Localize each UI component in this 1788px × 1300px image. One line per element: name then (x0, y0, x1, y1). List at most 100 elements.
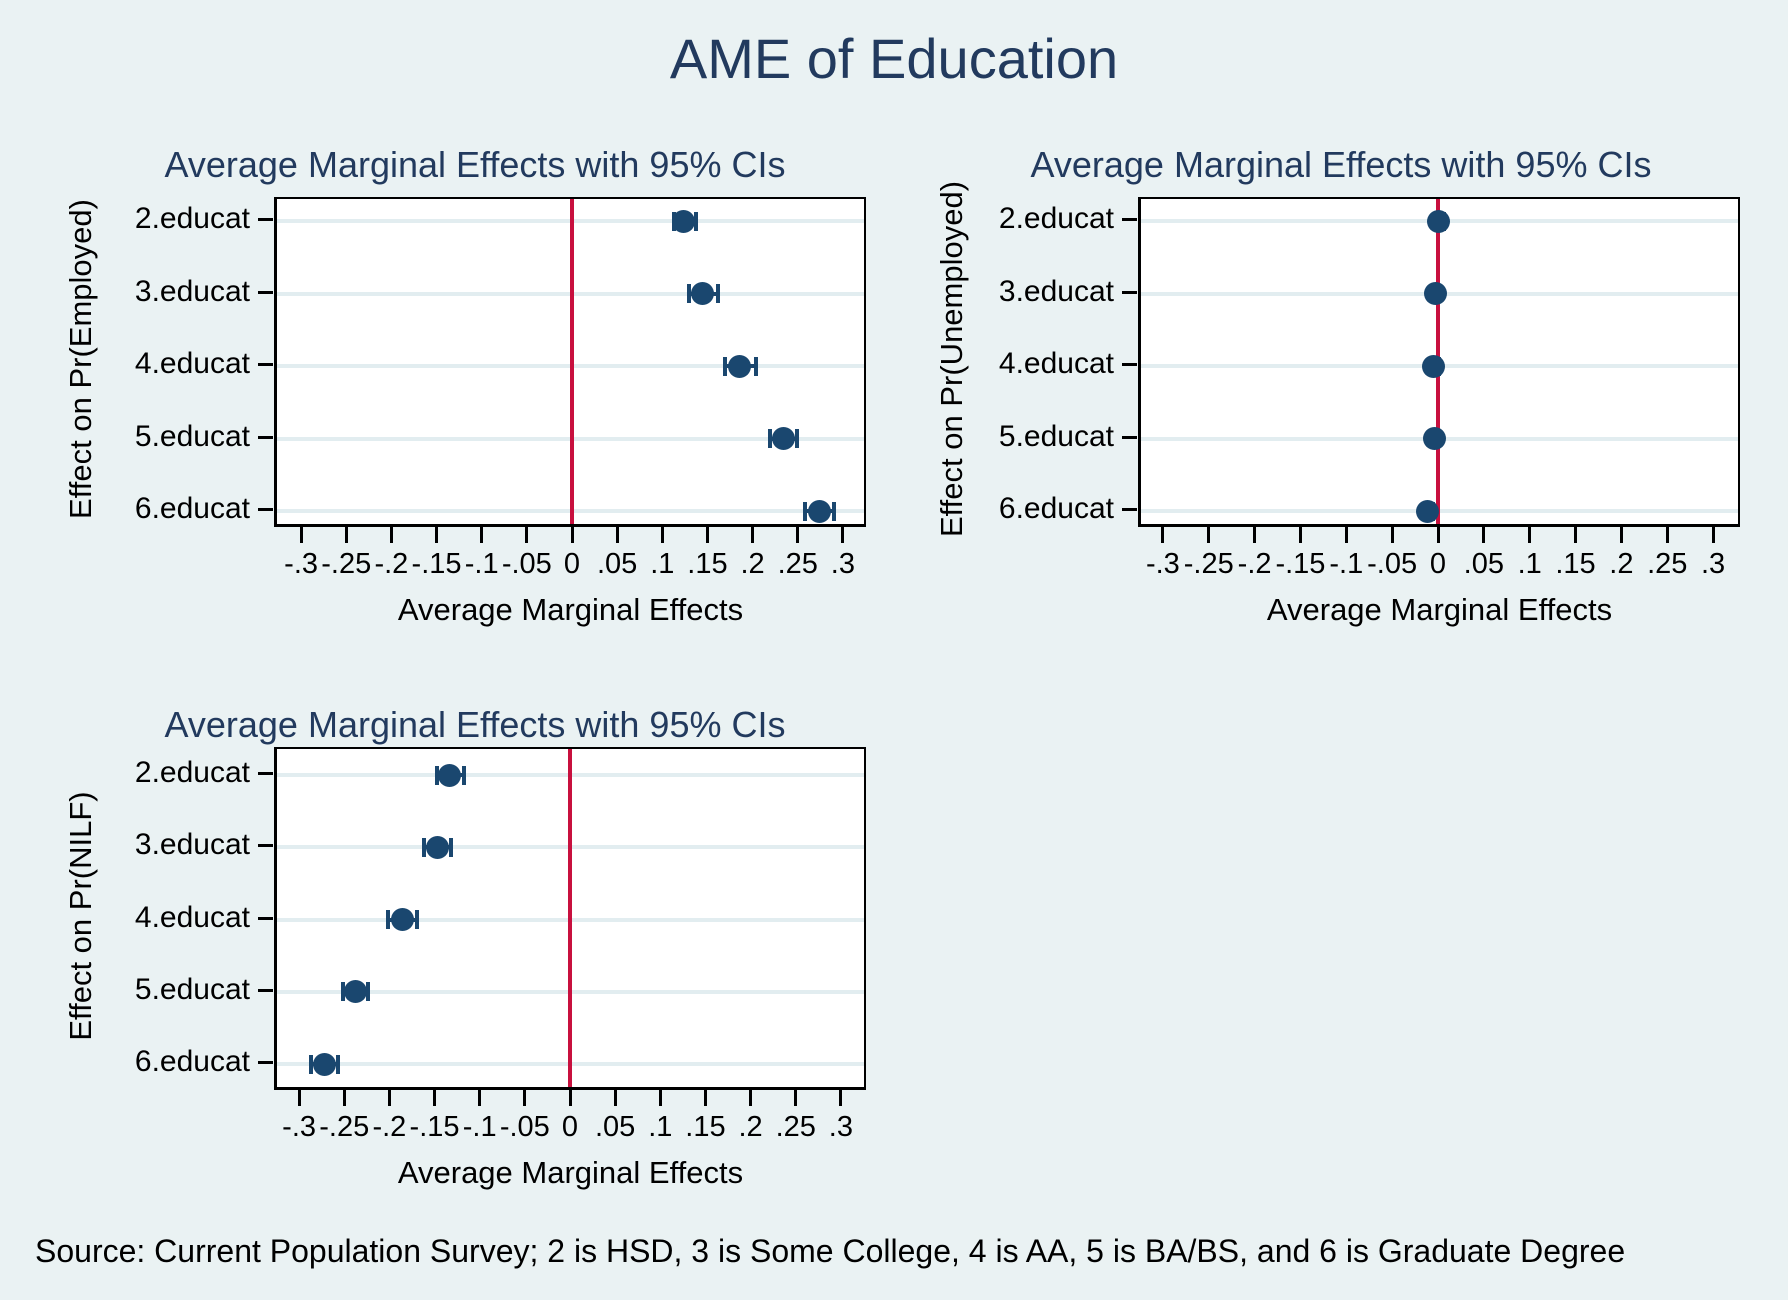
ci-cap-low (723, 356, 728, 376)
x-tick-label: -.15 (411, 548, 462, 580)
x-tick-label: -.25 (319, 1111, 370, 1143)
point-marker (425, 835, 449, 859)
x-tick-label: 0 (1429, 548, 1447, 580)
y-tick (1122, 363, 1137, 366)
x-tick-label: .25 (777, 548, 818, 580)
x-tick-label: .2 (1609, 548, 1634, 580)
x-tick-label: 0 (561, 1111, 579, 1143)
x-tick (615, 527, 619, 543)
x-tick (570, 527, 574, 543)
x-tick (1161, 527, 1165, 543)
point-marker (390, 908, 414, 931)
y-tick-label: 5.educat (134, 972, 250, 1006)
x-tick (841, 527, 845, 543)
y-tick (258, 916, 273, 920)
y-tick-label: 2.educat (134, 756, 250, 789)
x-axis-title: Average Marginal Effects (397, 1155, 744, 1190)
y-tick (1122, 218, 1137, 221)
x-tick-label: .3 (1701, 548, 1726, 580)
x-tick-label: .15 (1555, 548, 1596, 580)
point-marker (728, 354, 752, 378)
plot-area (274, 197, 866, 527)
x-tick (435, 527, 439, 543)
ci-cap-high (715, 284, 720, 303)
x-tick (1711, 527, 1715, 543)
y-tick-label: 2.educat (134, 202, 250, 235)
x-tick-label: .25 (1647, 548, 1688, 580)
x-tick (1344, 527, 1348, 543)
x-tick-label: -.15 (1275, 548, 1326, 580)
y-tick-label: 6.educat (134, 492, 250, 525)
panel-subtitle: Average Marginal Effects with 95% CIs (164, 704, 786, 745)
x-tick-label: -.25 (321, 548, 372, 580)
x-tick (1482, 527, 1486, 543)
ci-cap-low (768, 429, 773, 448)
x-tick-label: .3 (828, 1111, 853, 1143)
point-marker (1422, 427, 1446, 450)
point-marker (1423, 282, 1447, 305)
x-tick-label: .1 (650, 548, 675, 580)
y-tick (258, 218, 273, 221)
x-tick-label: .15 (685, 1111, 726, 1143)
x-tick (1619, 527, 1623, 543)
x-tick-label: -.2 (372, 1111, 407, 1143)
y-tick (258, 1061, 273, 1064)
x-tick (658, 1090, 662, 1106)
x-tick-label: -.05 (501, 548, 552, 580)
x-tick (613, 1090, 617, 1106)
x-tick-label: .2 (740, 548, 765, 580)
y-tick (258, 772, 273, 775)
x-tick-label: .1 (1517, 548, 1542, 580)
x-tick (1574, 527, 1578, 543)
ci-cap-low (309, 1054, 314, 1074)
x-tick (1390, 527, 1394, 543)
point-marker (343, 980, 367, 1004)
x-tick (796, 527, 800, 543)
point-marker (1416, 499, 1440, 523)
panel-subtitle: Average Marginal Effects with 95% CIs (164, 144, 786, 185)
x-tick-label: -.2 (1237, 548, 1272, 580)
y-tick-label: 4.educat (134, 347, 250, 380)
figure-title: AME of Education (669, 27, 1119, 90)
x-tick (1436, 527, 1440, 543)
x-tick (705, 527, 709, 543)
x-tick-label: -.1 (464, 548, 499, 580)
zero-refline (568, 749, 572, 1087)
ci-cap-low (434, 765, 439, 785)
x-axis-title: Average Marginal Effects (1266, 592, 1613, 627)
x-tick (389, 527, 393, 543)
y-tick-label: 3.educat (134, 274, 250, 308)
x-tick-label: .05 (596, 548, 638, 580)
x-tick (387, 1090, 391, 1106)
x-tick-label: -.1 (1329, 548, 1364, 580)
source-note: Source: Current Population Survey; 2 is … (35, 1233, 1626, 1269)
ci-cap-high (694, 211, 699, 231)
point-marker (691, 282, 715, 305)
zero-refline (570, 199, 574, 524)
y-tick (258, 435, 273, 439)
x-tick (749, 1090, 753, 1106)
ci-cap-high (449, 837, 454, 857)
x-tick-label: -.2 (374, 548, 409, 580)
x-tick (299, 527, 303, 543)
x-tick (1207, 527, 1211, 543)
x-tick (660, 527, 664, 543)
x-tick (1528, 527, 1532, 543)
x-tick-label: -.05 (499, 1111, 550, 1143)
x-tick-label: -.05 (1367, 548, 1418, 580)
ci-cap-low (422, 837, 427, 857)
x-tick (523, 1090, 527, 1106)
ci-cap-low (686, 284, 691, 303)
ci-cap-low (386, 910, 391, 929)
plot-area (274, 747, 866, 1090)
y-tick (258, 290, 273, 294)
y-tick-label: 5.educat (998, 419, 1114, 453)
x-tick-label: -.25 (1183, 548, 1234, 580)
x-tick (525, 527, 529, 543)
x-tick (480, 527, 484, 543)
x-tick-label: .2 (738, 1111, 763, 1143)
ci-cap-low (803, 501, 808, 521)
point-marker (1427, 209, 1451, 233)
y-tick-label: 3.educat (998, 274, 1114, 308)
